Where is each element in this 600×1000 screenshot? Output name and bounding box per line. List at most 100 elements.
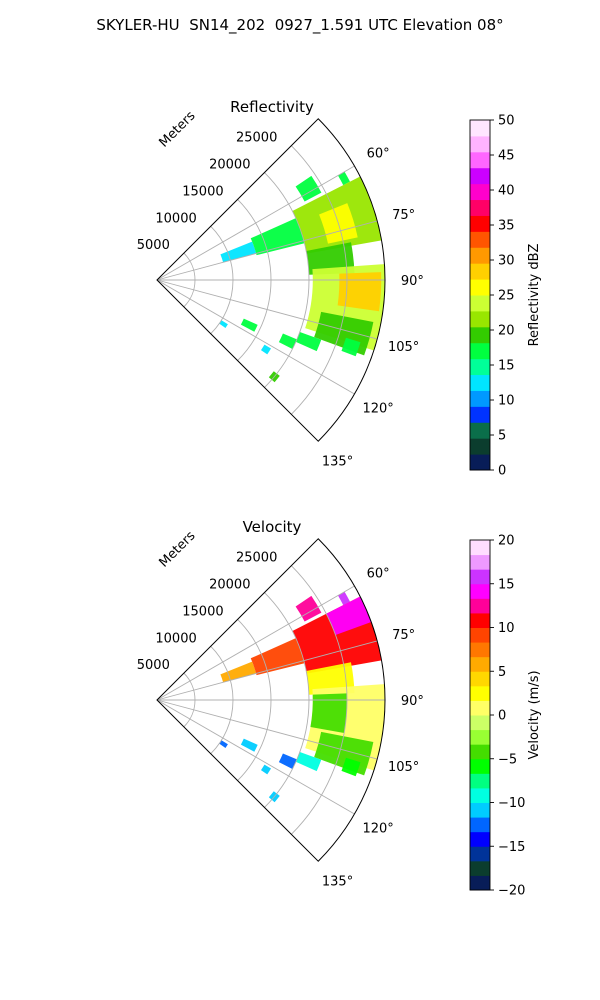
velocity-colorbar-segment xyxy=(470,700,490,716)
reflectivity-azimuth-tick-label: 75° xyxy=(392,208,415,223)
velocity-range-tick-label: 20000 xyxy=(209,578,250,593)
velocity-colorbar-tick-label: 10 xyxy=(498,621,515,636)
velocity-colorbar-segment xyxy=(470,656,490,672)
reflectivity-colorbar-tick-label: 35 xyxy=(498,219,515,234)
velocity-colorbar-segment xyxy=(470,540,490,556)
reflectivity-colorbar-tick-label: 0 xyxy=(498,464,506,479)
reflectivity-echo-cell xyxy=(219,320,228,328)
velocity-colorbar-segment xyxy=(470,554,490,570)
reflectivity-range-tick-label: 20000 xyxy=(209,158,250,173)
velocity-colorbar-segment xyxy=(470,685,490,701)
velocity-colorbar-segment xyxy=(470,846,490,862)
velocity-colorbar-segment xyxy=(470,802,490,818)
velocity-azimuth-tick-label: 60° xyxy=(367,566,390,581)
velocity-echo-cell xyxy=(295,751,322,772)
reflectivity-colorbar-label: Reflectivity dBZ xyxy=(527,244,542,347)
velocity-azimuth-tick-label: 75° xyxy=(392,628,415,643)
reflectivity-colorbar-segment xyxy=(470,438,490,455)
velocity-echoes xyxy=(219,591,385,803)
velocity-colorbar-segment xyxy=(470,642,490,658)
reflectivity-colorbar-segment xyxy=(470,215,490,232)
reflectivity-colorbar-segment xyxy=(470,247,490,264)
reflectivity-echoes xyxy=(219,171,385,383)
reflectivity-chart: Reflectivity 5000 10000 15000 20000 25000 Mete… xyxy=(137,98,542,479)
velocity-echo-cell xyxy=(240,738,258,752)
velocity-colorbar-segment xyxy=(470,758,490,774)
reflectivity-echo-cell xyxy=(341,337,361,357)
reflectivity-azimuth-tick-label: 135° xyxy=(322,455,353,470)
velocity-echo-cell xyxy=(260,764,272,775)
velocity-range-tick-label: 15000 xyxy=(182,604,223,619)
reflectivity-echo-cell xyxy=(295,175,322,202)
velocity-echo-cell xyxy=(220,661,257,683)
velocity-azimuth-tick-label: 135° xyxy=(322,875,353,890)
reflectivity-colorbar-segment xyxy=(470,358,490,376)
reflectivity-colorbar-segment xyxy=(470,422,490,439)
reflectivity-colorbar-tick-label: 45 xyxy=(498,149,515,164)
velocity-colorbar-segment xyxy=(470,612,490,628)
reflectivity-echo-cell xyxy=(240,318,258,332)
velocity-colorbar-segment xyxy=(470,744,490,760)
velocity-echo-cell xyxy=(219,740,228,748)
reflectivity-colorbar-segment xyxy=(470,183,490,201)
reflectivity-colorbar-tick-label: 40 xyxy=(498,184,515,199)
velocity-azimuth-gridline xyxy=(156,699,355,815)
velocity-colorbar-segment xyxy=(470,569,490,585)
reflectivity-azimuth-gridline xyxy=(156,279,378,340)
reflectivity-echo-cell xyxy=(306,242,355,275)
reflectivity-colorbar-tick-label: 15 xyxy=(498,359,515,374)
reflectivity-azimuth-gridline xyxy=(156,279,355,395)
velocity-colorbar-segment xyxy=(470,831,490,847)
reflectivity-colorbar-segment xyxy=(470,310,490,328)
reflectivity-colorbar-segment xyxy=(470,390,490,407)
velocity-azimuth-tick-label: 90° xyxy=(401,694,424,709)
reflectivity-range-tick-label: 15000 xyxy=(182,184,223,199)
reflectivity-colorbar-segment xyxy=(470,151,490,169)
reflectivity-azimuth-tick-label: 105° xyxy=(388,340,419,355)
reflectivity-azimuth-tick-label: 120° xyxy=(362,402,393,417)
velocity-colorbar-segment xyxy=(470,671,490,687)
reflectivity-echo-cell xyxy=(295,331,322,352)
reflectivity-echo-cell xyxy=(278,333,297,350)
velocity-range-tick-label: 10000 xyxy=(155,631,196,646)
reflectivity-colorbar-tick-label: 25 xyxy=(498,289,515,304)
velocity-colorbar-segment xyxy=(470,715,490,731)
velocity-colorbar-tick-label: −20 xyxy=(498,884,525,899)
velocity-azimuth-tick-label: 105° xyxy=(388,760,419,775)
velocity-colorbar-segment xyxy=(470,627,490,643)
reflectivity-colorbar-segment xyxy=(470,374,490,391)
reflectivity-echo-cell xyxy=(337,272,382,312)
reflectivity-panel: Reflectivity 5000 10000 15000 20000 25000 Mete… xyxy=(0,80,600,500)
velocity-azimuth-gridline xyxy=(156,585,355,701)
reflectivity-azimuth-tick-label: 60° xyxy=(367,146,390,161)
reflectivity-echo-cell xyxy=(250,218,305,256)
reflectivity-title: Reflectivity xyxy=(230,98,314,116)
velocity-colorbar-segment xyxy=(470,817,490,833)
velocity-echo-cell xyxy=(306,662,355,695)
velocity-colorbar-tick-label: 20 xyxy=(498,534,515,549)
reflectivity-colorbar-segment xyxy=(470,135,490,153)
velocity-echo-cell xyxy=(250,638,305,676)
reflectivity-range-tick-label: 10000 xyxy=(155,211,196,226)
velocity-sector-frame xyxy=(156,538,386,862)
reflectivity-colorbar-tick-label: 10 xyxy=(498,394,515,409)
reflectivity-colorbar-tick-label: 20 xyxy=(498,324,515,339)
reflectivity-colorbar-segment xyxy=(470,406,490,423)
velocity-echo-cell xyxy=(341,757,361,777)
velocity-colorbar-label: Velocity (m/s) xyxy=(527,670,542,759)
velocity-range-tick-label: 5000 xyxy=(137,658,170,673)
velocity-colorbar-tick-label: −15 xyxy=(498,840,525,855)
reflectivity-range-tick-label: 25000 xyxy=(236,131,277,146)
velocity-panel: Velocity 5000 10000 15000 20000 25000 Meters 60… xyxy=(0,500,600,920)
velocity-azimuth-gridline xyxy=(156,699,378,760)
reflectivity-colorbar-tick-label: 5 xyxy=(498,429,506,444)
velocity-colorbar-tick-label: 5 xyxy=(498,665,506,680)
velocity-colorbar-tick-label: −5 xyxy=(498,752,517,767)
reflectivity-colorbar-segment xyxy=(470,295,490,312)
reflectivity-echo-cell xyxy=(337,171,350,186)
reflectivity-colorbar-segment xyxy=(470,231,490,248)
velocity-title: Velocity xyxy=(243,518,302,536)
reflectivity-range-tick-label: 5000 xyxy=(137,238,170,253)
velocity-range-axis-label: Meters xyxy=(157,528,199,570)
velocity-colorbar-segment xyxy=(470,860,490,876)
